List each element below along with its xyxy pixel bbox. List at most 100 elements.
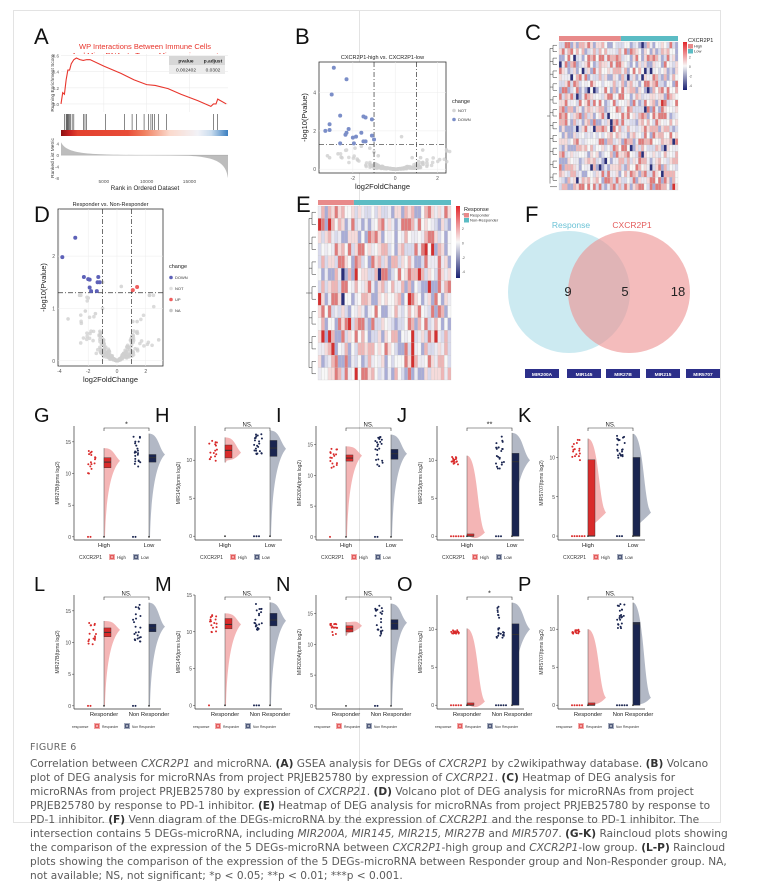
heatmap-cell — [367, 243, 372, 256]
heatmap-cell — [407, 205, 412, 219]
heatmap-cell — [377, 280, 382, 294]
heatmap-cell — [658, 138, 662, 146]
legend-swatch-box — [134, 555, 138, 559]
heatmap-cell — [561, 151, 565, 158]
heatmap-cell — [609, 125, 613, 133]
heatmap-cell — [570, 183, 574, 191]
heatmap-cell — [434, 355, 438, 368]
heatmap-cell — [331, 218, 335, 231]
not-point — [327, 155, 332, 160]
heatmap-cell — [397, 205, 402, 219]
heatmap-cell — [347, 305, 352, 318]
heatmap-cell — [612, 112, 616, 120]
heatmap-cell — [564, 112, 568, 120]
panel-label: O — [397, 574, 413, 596]
data-point — [214, 455, 217, 458]
heatmap-cell — [666, 131, 670, 139]
heatmap-cell — [658, 41, 662, 49]
data-point — [621, 704, 623, 707]
data-point — [93, 462, 96, 465]
heatmap-cell — [621, 112, 625, 120]
heatmap-cell — [649, 54, 653, 62]
heatmap-cell — [575, 93, 579, 101]
data-point — [374, 448, 377, 451]
caption-panel-ref: (L-P) — [641, 842, 670, 854]
data-point — [94, 456, 97, 459]
heatmap-cell — [660, 131, 664, 139]
heatmap-cell — [643, 177, 647, 184]
heatmap-cell — [669, 183, 673, 191]
heatmap-cell — [417, 205, 422, 219]
heatmap-cell — [391, 330, 395, 343]
legend-swatch-box — [579, 724, 583, 728]
heatmap-cell — [361, 367, 365, 381]
heatmap-cell — [629, 125, 633, 133]
heatmap-cell — [643, 93, 647, 101]
heatmap-cell — [663, 151, 667, 158]
heatmap-cell — [401, 230, 405, 244]
not-point — [121, 355, 126, 360]
y-tick-label: 10 — [307, 473, 313, 479]
heatmap-cell — [660, 112, 664, 120]
heatmap-cell — [374, 342, 378, 356]
caption-panel-ref: (C) — [501, 772, 519, 784]
heatmap-cell — [434, 292, 438, 306]
not-point — [129, 336, 134, 341]
heatmap-cell — [337, 317, 342, 331]
heatmap-cell — [561, 67, 565, 75]
legend-label: NOT — [458, 108, 467, 113]
heatmap-cell — [649, 183, 653, 191]
data-point — [256, 628, 259, 631]
heatmap-cell — [592, 106, 596, 113]
heatmap-cell — [629, 74, 633, 81]
data-point — [329, 456, 332, 459]
data-point — [497, 627, 500, 630]
heatmap-cell — [598, 131, 602, 139]
heatmap-cell — [334, 342, 339, 356]
data-point — [375, 624, 378, 627]
heatmap-cell — [584, 131, 588, 139]
heatmap-cell — [384, 330, 388, 343]
data-point — [260, 452, 263, 455]
data-point — [622, 436, 625, 439]
data-point — [379, 611, 382, 614]
heatmap-cell — [561, 112, 565, 120]
heatmap-cell — [444, 205, 448, 219]
data-point — [258, 442, 261, 445]
heatmap-cell — [347, 243, 352, 256]
heatmap-cell — [632, 164, 636, 171]
data-point — [374, 439, 377, 442]
heatmap-cell — [334, 317, 339, 331]
legend-swatch-box — [594, 555, 598, 559]
heatmap-cell — [663, 170, 667, 178]
heatmap-cell — [601, 157, 605, 165]
heatmap-cell — [635, 112, 639, 120]
legend-swatch-box — [231, 555, 235, 559]
heatmap-cell — [609, 61, 613, 68]
legend-title: change — [169, 264, 187, 270]
heatmap-cell — [341, 205, 345, 219]
heatmap-cell — [394, 255, 398, 269]
heatmap-cell — [564, 157, 568, 165]
data-point — [138, 435, 141, 438]
heatmap-cell — [641, 93, 645, 101]
heatmap-cell — [417, 342, 422, 356]
data-point — [214, 441, 217, 444]
heatmap-cell — [607, 48, 611, 55]
heatmap-cell — [377, 255, 382, 269]
heatmap-cell — [384, 367, 388, 381]
heatmap-cell — [624, 112, 628, 120]
heatmap-cell — [629, 93, 633, 101]
heatmap-cell — [567, 112, 571, 120]
x-tick-label: High — [340, 543, 352, 549]
heatmap-cell — [584, 183, 588, 191]
heatmap-cell — [575, 48, 579, 55]
heatmap-cell — [367, 305, 372, 318]
heatmap-cell — [626, 54, 630, 62]
heatmap-cell — [624, 41, 628, 49]
heatmap-cell — [384, 292, 388, 306]
data-point — [87, 704, 89, 707]
heatmap-cell — [607, 41, 611, 49]
